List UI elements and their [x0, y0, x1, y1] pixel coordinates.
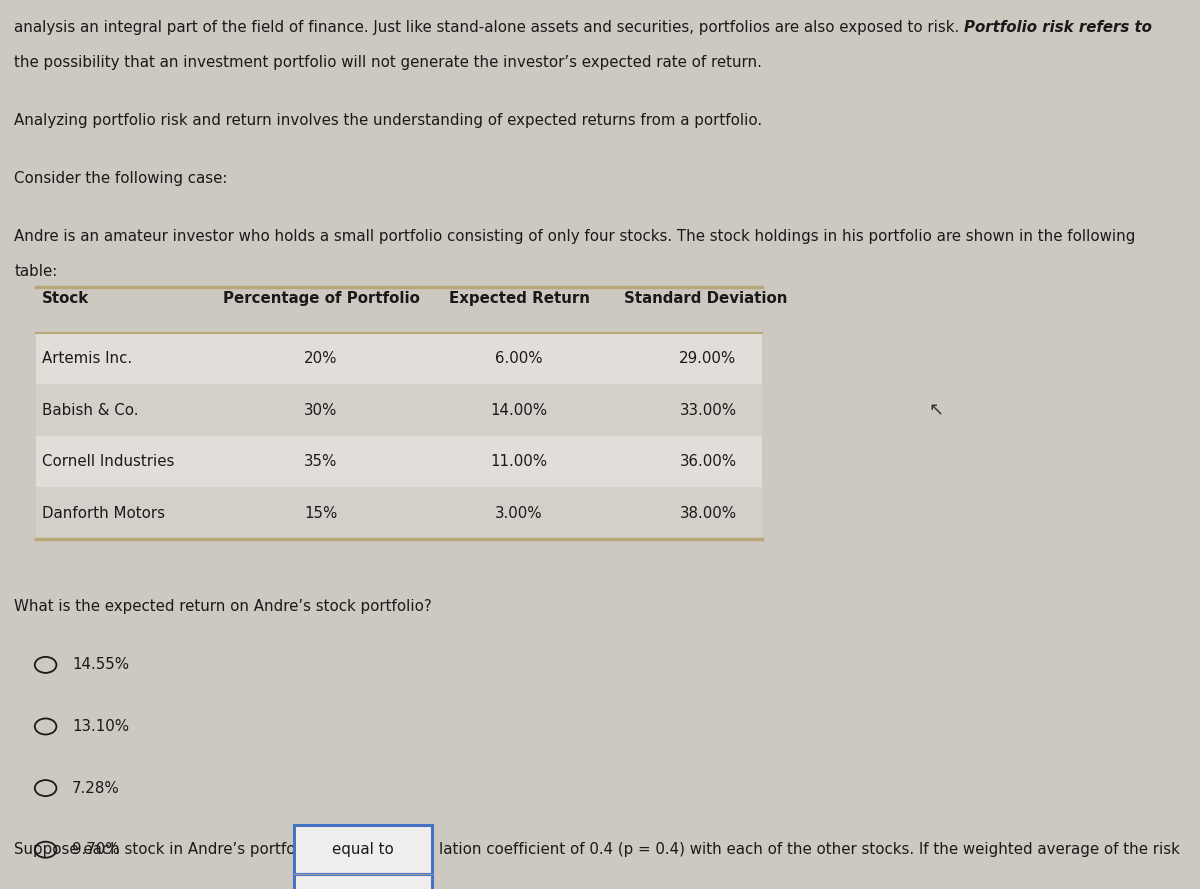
Text: Portfolio risk refers to: Portfolio risk refers to: [964, 20, 1152, 35]
Text: 6.00%: 6.00%: [496, 351, 542, 366]
FancyBboxPatch shape: [36, 332, 762, 384]
Text: Babish & Co.: Babish & Co.: [42, 403, 138, 418]
Text: 15%: 15%: [305, 506, 337, 521]
Text: table:: table:: [14, 264, 58, 279]
Text: Artemis Inc.: Artemis Inc.: [42, 351, 132, 366]
Text: Stock: Stock: [42, 291, 89, 306]
Text: 14.55%: 14.55%: [72, 657, 130, 672]
FancyBboxPatch shape: [36, 436, 762, 487]
Text: What is the expected return on Andre’s stock portfolio?: What is the expected return on Andre’s s…: [14, 599, 432, 613]
Text: 33.00%: 33.00%: [679, 403, 737, 418]
Text: Percentage of Portfolio: Percentage of Portfolio: [222, 291, 420, 306]
Text: 38.00%: 38.00%: [679, 506, 737, 521]
Text: Standard Deviation: Standard Deviation: [624, 291, 787, 306]
Text: 14.00%: 14.00%: [491, 403, 547, 418]
Text: lation coefficient of 0.4 (p = 0.4) with each of the other stocks. If the weight: lation coefficient of 0.4 (p = 0.4) with…: [439, 842, 1180, 857]
Text: ↖: ↖: [929, 401, 943, 419]
Text: Danforth Motors: Danforth Motors: [42, 506, 166, 521]
Text: 35%: 35%: [305, 454, 337, 469]
Text: Consider the following case:: Consider the following case:: [14, 171, 228, 186]
Text: Andre is an amateur investor who holds a small portfolio consisting of only four: Andre is an amateur investor who holds a…: [14, 228, 1135, 244]
Text: 30%: 30%: [305, 403, 337, 418]
Text: 9.70%: 9.70%: [72, 842, 120, 857]
Text: equal to: equal to: [332, 842, 394, 857]
Text: Cornell Industries: Cornell Industries: [42, 454, 174, 469]
FancyBboxPatch shape: [36, 487, 762, 539]
Text: 3.00%: 3.00%: [496, 506, 542, 521]
Text: analysis an integral part of the field of finance. Just like stand-alone assets : analysis an integral part of the field o…: [14, 20, 965, 35]
FancyBboxPatch shape: [36, 384, 762, 436]
Text: 29.00%: 29.00%: [679, 351, 737, 366]
Text: 7.28%: 7.28%: [72, 781, 120, 796]
Text: 13.10%: 13.10%: [72, 719, 130, 734]
Text: Analyzing portfolio risk and return involves the understanding of expected retur: Analyzing portfolio risk and return invo…: [14, 113, 762, 128]
Text: 20%: 20%: [305, 351, 337, 366]
FancyBboxPatch shape: [294, 874, 432, 889]
FancyBboxPatch shape: [294, 825, 432, 874]
Text: 11.00%: 11.00%: [491, 454, 547, 469]
Text: Suppose each stock in Andre’s portfoli: Suppose each stock in Andre’s portfoli: [14, 842, 305, 857]
Text: Expected Return: Expected Return: [449, 291, 589, 306]
Text: the possibility that an investment portfolio will not generate the investor’s ex: the possibility that an investment portf…: [14, 55, 762, 70]
Text: 36.00%: 36.00%: [679, 454, 737, 469]
